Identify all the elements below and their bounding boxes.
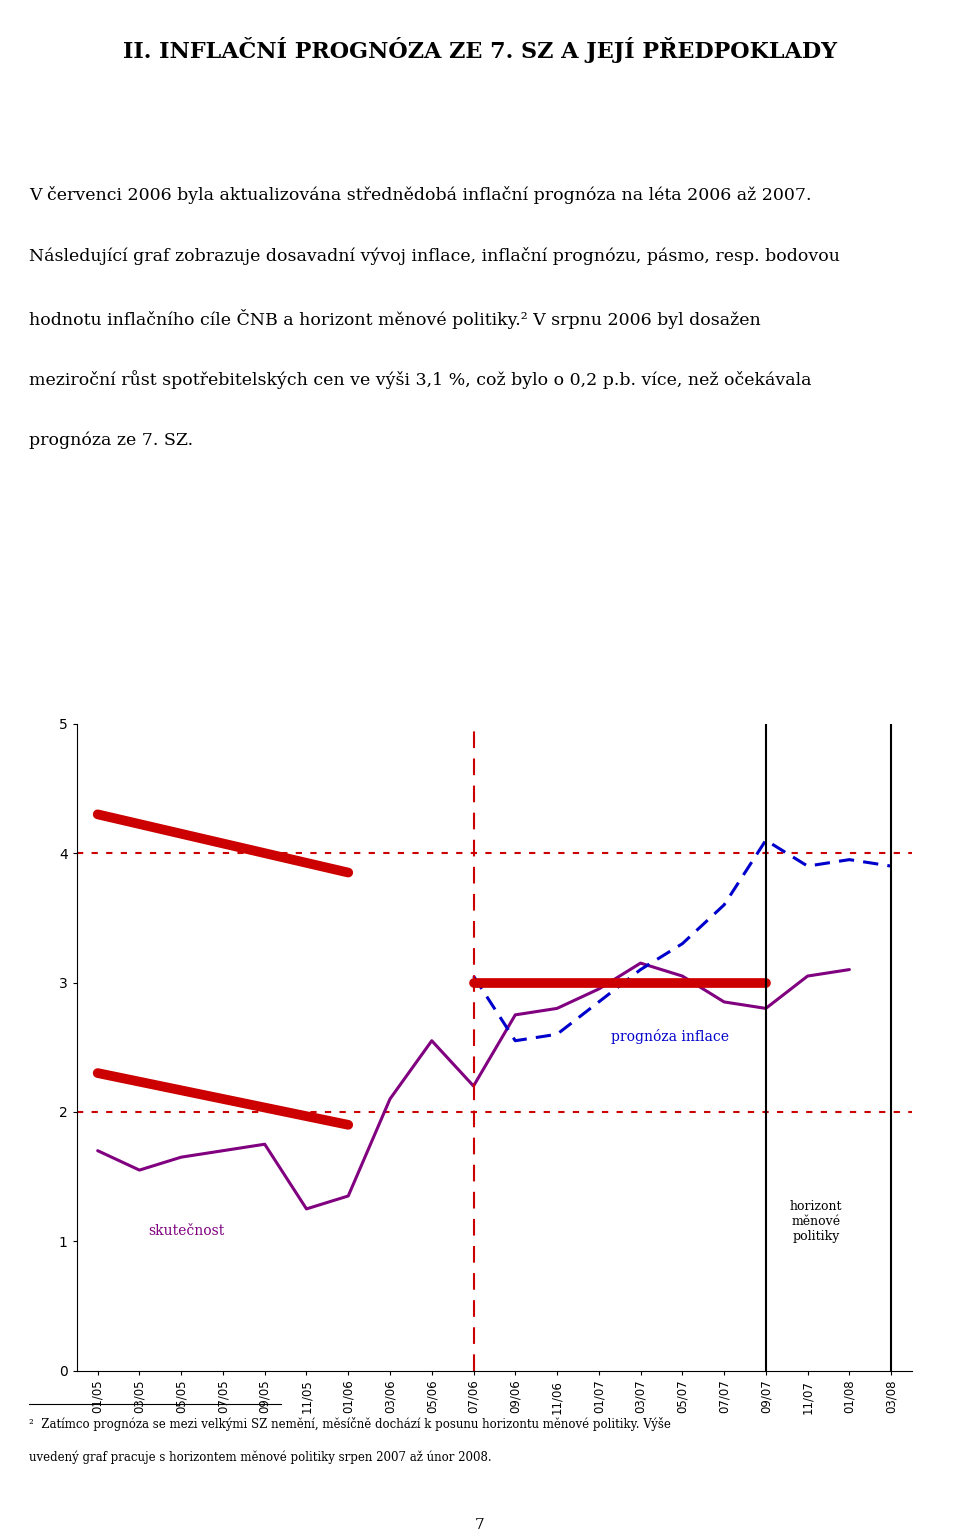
Text: 7: 7 (475, 1518, 485, 1532)
Text: II. INFLAČNÍ PROGNÓZA ZE 7. SZ A JEJÍ PŘEDPOKLADY: II. INFLAČNÍ PROGNÓZA ZE 7. SZ A JEJÍ PŘ… (123, 37, 837, 63)
Text: prognóza ze 7. SZ.: prognóza ze 7. SZ. (29, 431, 193, 450)
Text: uvedený graf pracuje s horizontem měnové politiky srpen 2007 až únor 2008.: uvedený graf pracuje s horizontem měnové… (29, 1451, 492, 1465)
Text: skutečnost: skutečnost (148, 1224, 224, 1238)
Text: meziroční růst spotřebitelských cen ve výši 3,1 %, což bylo o 0,2 p.b. více, než: meziroční růst spotřebitelských cen ve v… (29, 370, 811, 390)
Text: V červenci 2006 byla aktualizována střednědobá inflační prognóza na léta 2006 až: V červenci 2006 byla aktualizována střed… (29, 186, 811, 203)
Text: ²  Zatímco prognóza se mezi velkými SZ nemění, měsíčně dochází k posunu horizont: ² Zatímco prognóza se mezi velkými SZ ne… (29, 1417, 671, 1431)
Text: prognóza inflace: prognóza inflace (612, 1029, 730, 1044)
Text: horizont
měnové
politiky: horizont měnové politiky (790, 1200, 842, 1243)
Text: hodnotu inflačního cíle ČNB a horizont měnové politiky.² V srpnu 2006 byl dosaže: hodnotu inflačního cíle ČNB a horizont m… (29, 310, 760, 330)
Text: Následující graf zobrazuje dosavadní vývoj inflace, inflační prognózu, pásmo, re: Následující graf zobrazuje dosavadní výv… (29, 248, 840, 265)
